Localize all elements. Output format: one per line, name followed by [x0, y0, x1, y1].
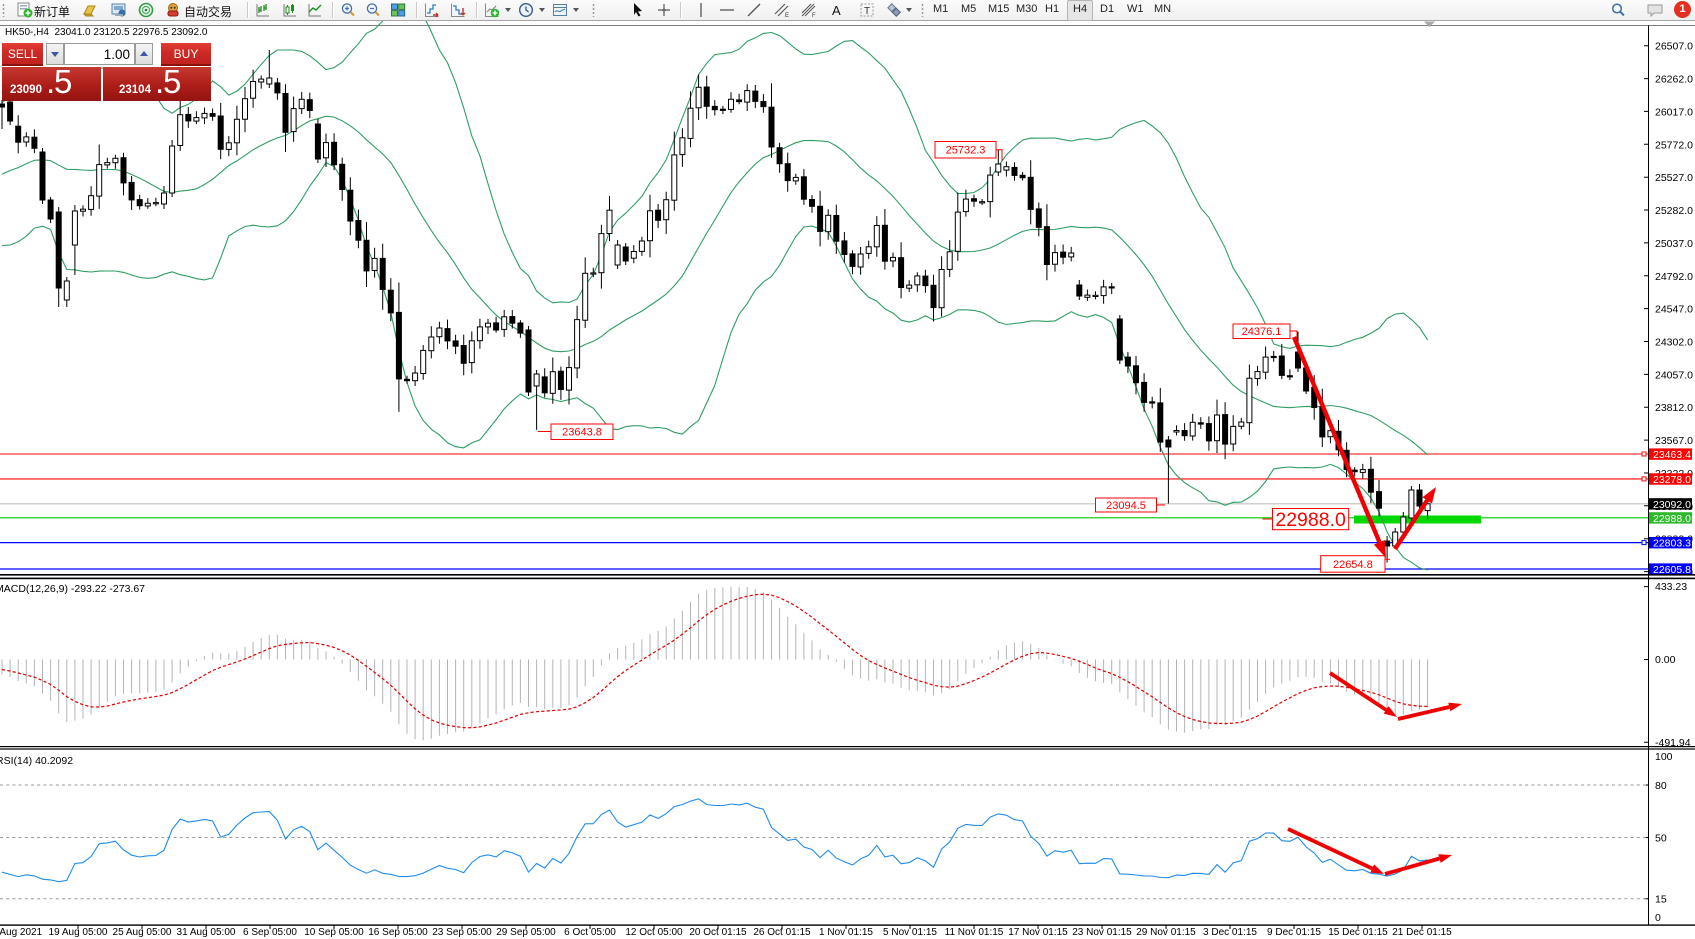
- svg-text:22654.8: 22654.8: [1333, 559, 1373, 571]
- svg-text:22803.3: 22803.3: [1653, 538, 1691, 550]
- svg-text:15 Dec 01:15: 15 Dec 01:15: [1328, 927, 1388, 938]
- svg-text:50: 50: [1655, 833, 1667, 845]
- svg-text:6 Oct 05:00: 6 Oct 05:00: [564, 927, 616, 938]
- svg-text:23643.8: 23643.8: [562, 427, 602, 439]
- svg-text:16 Sep 05:00: 16 Sep 05:00: [368, 927, 428, 938]
- svg-text:23463.4: 23463.4: [1653, 449, 1691, 461]
- svg-text:6 Sep 05:00: 6 Sep 05:00: [243, 927, 297, 938]
- svg-text:29 Sep 05:00: 29 Sep 05:00: [496, 927, 556, 938]
- svg-text:23278.0: 23278.0: [1653, 474, 1691, 486]
- svg-text:15: 15: [1655, 894, 1667, 906]
- svg-text:22605.8: 22605.8: [1653, 564, 1691, 576]
- svg-text:RSI(14) 40.2092: RSI(14) 40.2092: [0, 755, 73, 767]
- svg-text:26 Oct 01:15: 26 Oct 01:15: [753, 927, 811, 938]
- svg-text:29 Nov 01:15: 29 Nov 01:15: [1136, 927, 1196, 938]
- svg-text:3 Dec 01:15: 3 Dec 01:15: [1203, 927, 1257, 938]
- svg-text:20 Oct 01:15: 20 Oct 01:15: [689, 927, 747, 938]
- svg-text:23 Sep 05:00: 23 Sep 05:00: [432, 927, 492, 938]
- svg-text:1 Nov 01:15: 1 Nov 01:15: [819, 927, 873, 938]
- svg-text:24057.0: 24057.0: [1655, 369, 1693, 381]
- svg-text:23567.0: 23567.0: [1655, 435, 1693, 447]
- svg-text:25037.0: 25037.0: [1655, 238, 1693, 250]
- svg-text:F: F: [812, 13, 816, 18]
- svg-text:25282.0: 25282.0: [1655, 205, 1693, 217]
- svg-text:433.23: 433.23: [1655, 581, 1687, 593]
- svg-text:24792.0: 24792.0: [1655, 271, 1693, 283]
- svg-text:23092.0: 23092.0: [1653, 499, 1691, 511]
- svg-text:12 Oct 05:00: 12 Oct 05:00: [625, 927, 683, 938]
- svg-text:25732.3: 25732.3: [946, 145, 986, 157]
- svg-text:100: 100: [1655, 751, 1673, 763]
- svg-text:22988.0: 22988.0: [1275, 509, 1346, 531]
- svg-text:9 Dec 01:15: 9 Dec 01:15: [1267, 927, 1321, 938]
- svg-text:0: 0: [1655, 912, 1661, 924]
- svg-text:10 Sep 05:00: 10 Sep 05:00: [304, 927, 364, 938]
- svg-text:23812.0: 23812.0: [1655, 402, 1693, 414]
- svg-text:5 Nov 01:15: 5 Nov 01:15: [883, 927, 937, 938]
- svg-text:24302.0: 24302.0: [1655, 337, 1693, 349]
- svg-text:31 Aug 05:00: 31 Aug 05:00: [177, 927, 236, 938]
- svg-text:23094.5: 23094.5: [1106, 500, 1146, 512]
- svg-text:80: 80: [1655, 780, 1667, 792]
- svg-text:26262.0: 26262.0: [1655, 74, 1693, 86]
- svg-text:24376.1: 24376.1: [1242, 326, 1282, 338]
- svg-text:T: T: [864, 6, 870, 17]
- svg-text:26017.0: 26017.0: [1655, 106, 1693, 118]
- svg-text:21 Dec 01:15: 21 Dec 01:15: [1392, 927, 1452, 938]
- svg-text:E: E: [785, 13, 789, 18]
- svg-text:22988.0: 22988.0: [1653, 513, 1691, 525]
- svg-text:25 Aug 05:00: 25 Aug 05:00: [113, 927, 172, 938]
- svg-text:25527.0: 25527.0: [1655, 172, 1693, 184]
- svg-text:19 Aug 05:00: 19 Aug 05:00: [49, 927, 108, 938]
- svg-text:MACD(12,26,9) -293.22 -273.67: MACD(12,26,9) -293.22 -273.67: [0, 583, 145, 595]
- svg-text:11 Nov 01:15: 11 Nov 01:15: [945, 927, 1004, 938]
- svg-text:26507.0: 26507.0: [1655, 41, 1693, 53]
- svg-text:13 Aug 2021: 13 Aug 2021: [0, 927, 43, 938]
- svg-text:0.00: 0.00: [1655, 654, 1676, 666]
- svg-text:24547.0: 24547.0: [1655, 304, 1693, 316]
- svg-text:25772.0: 25772.0: [1655, 139, 1693, 151]
- svg-text:23 Nov 01:15: 23 Nov 01:15: [1072, 927, 1132, 938]
- svg-text:17 Nov 01:15: 17 Nov 01:15: [1008, 927, 1068, 938]
